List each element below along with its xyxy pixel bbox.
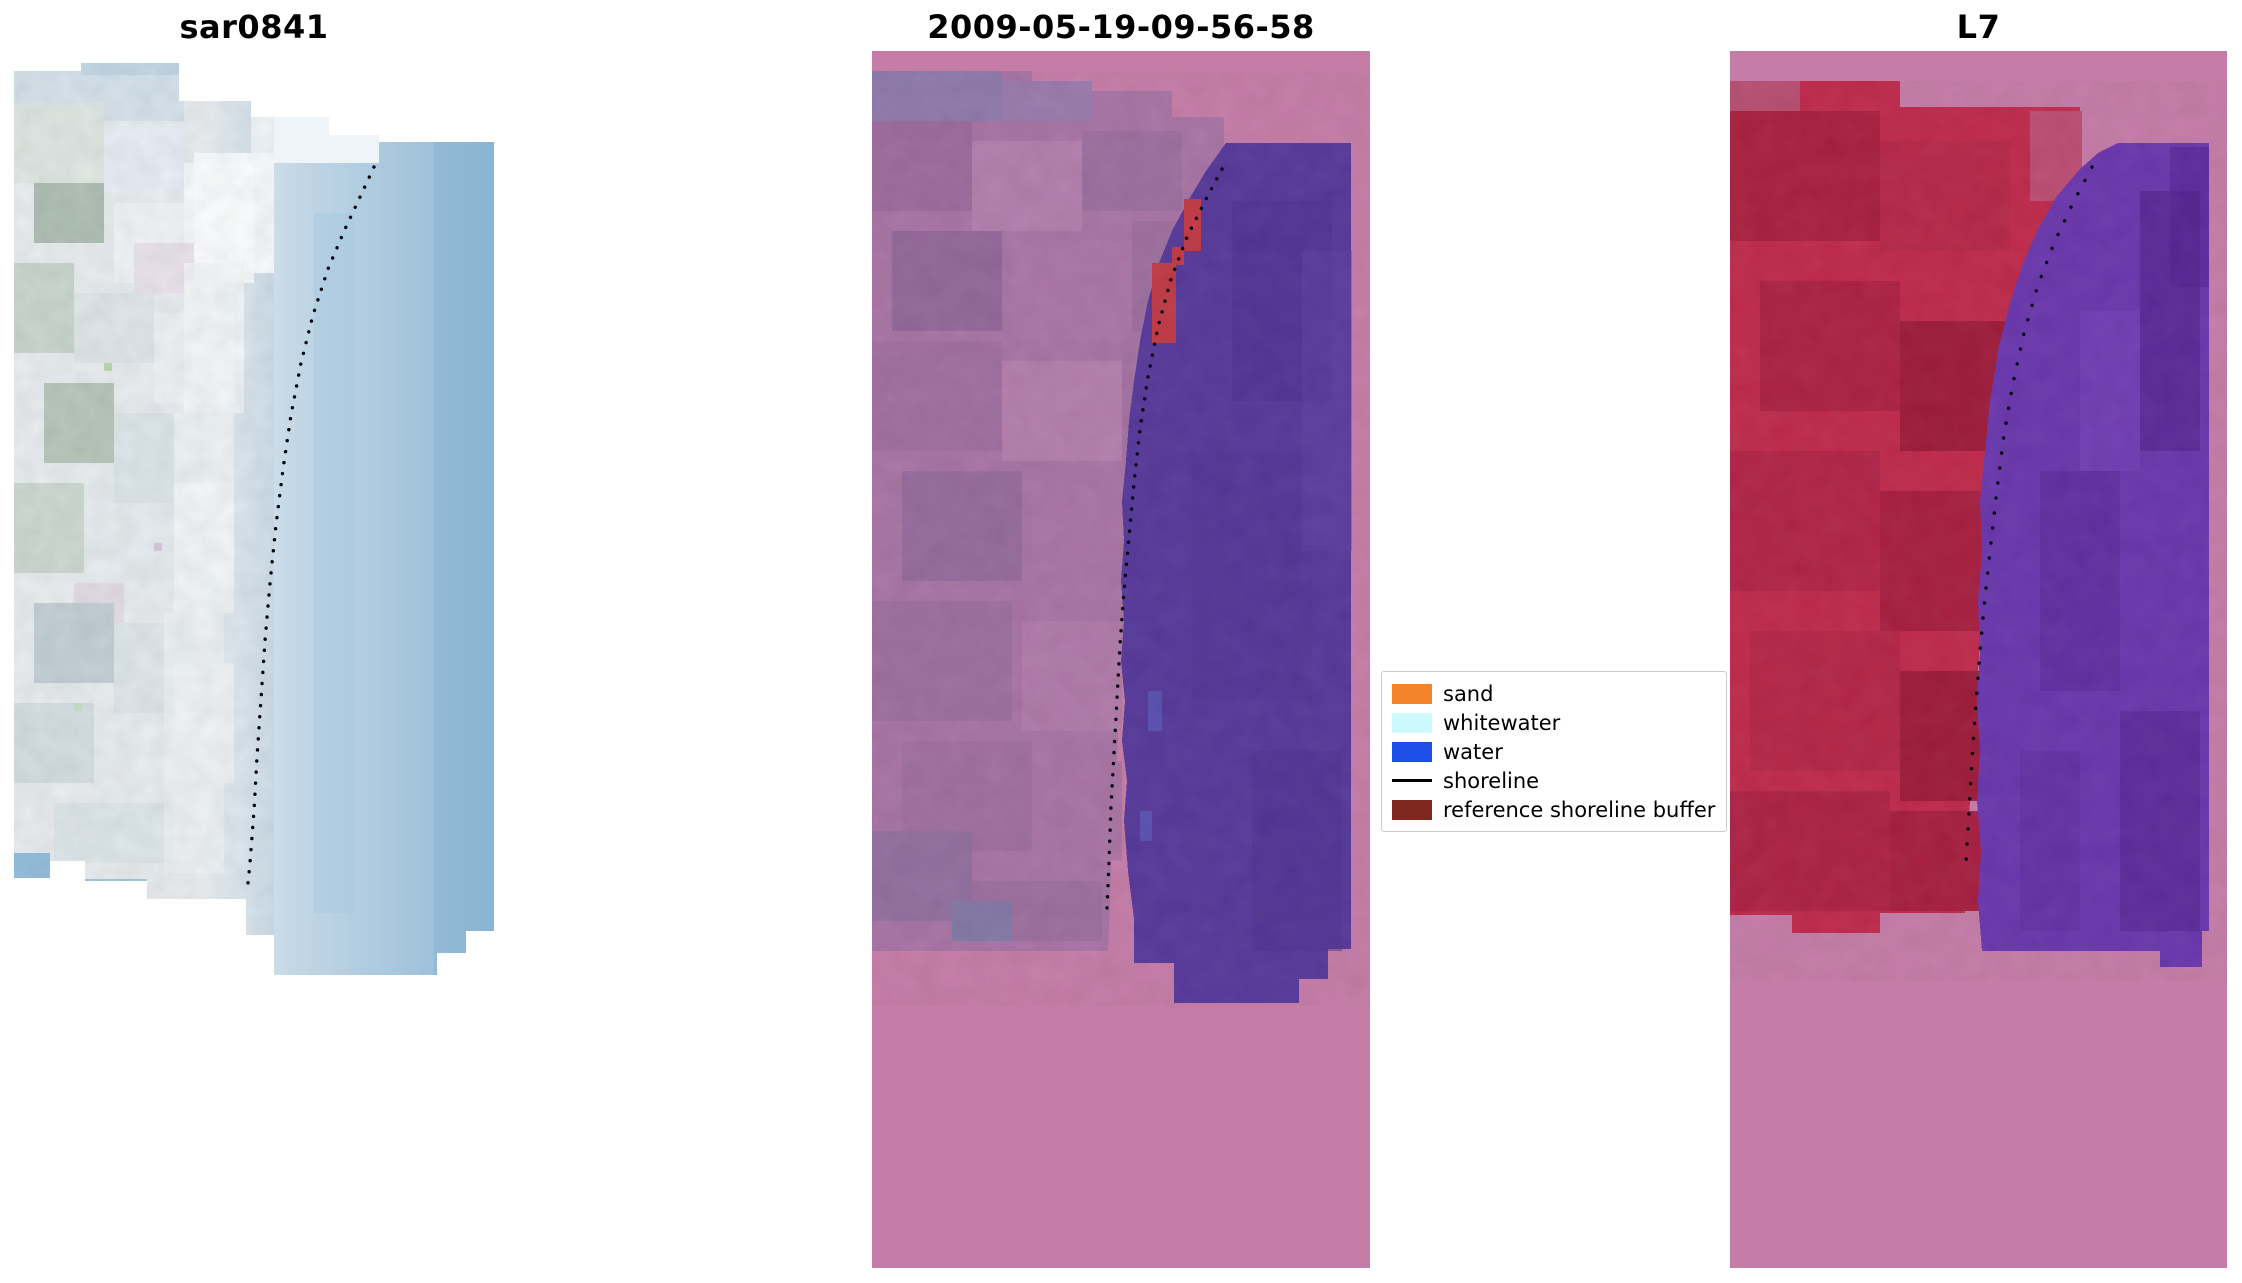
- legend-swatch-water: [1392, 741, 1432, 762]
- legend-label-water: water: [1443, 739, 1503, 764]
- sar0841-image: [14, 63, 494, 975]
- legend-label-sand: sand: [1443, 681, 1494, 706]
- legend-item-reference-shoreline-buffer: reference shoreline buffer: [1392, 795, 1716, 824]
- legend: sand whitewater water shoreline referenc…: [1381, 671, 1727, 832]
- legend-label-whitewater: whitewater: [1443, 710, 1561, 735]
- classified-image-2009-05-19: [872, 51, 1370, 1268]
- legend-swatch-shoreline-line: [1392, 779, 1432, 782]
- legend-label-shoreline: shoreline: [1443, 768, 1540, 793]
- panel-title-date: 2009-05-19-09-56-58: [927, 8, 1315, 46]
- legend-item-whitewater: whitewater: [1392, 708, 1716, 737]
- panel-title-sar0841: sar0841: [179, 8, 329, 46]
- l7-image: [1730, 51, 2227, 1268]
- sar-raster: [14, 63, 494, 975]
- legend-item-shoreline: shoreline: [1392, 766, 1716, 795]
- legend-swatch-sand: [1392, 683, 1432, 704]
- legend-item-sand: sand: [1392, 679, 1716, 708]
- panel-title-l7: L7: [1956, 8, 2001, 46]
- legend-swatch-whitewater: [1392, 712, 1432, 733]
- shoreline-dotted-line: [245, 165, 376, 895]
- legend-label-reference-shoreline-buffer: reference shoreline buffer: [1443, 797, 1716, 822]
- legend-item-water: water: [1392, 737, 1716, 766]
- legend-swatch-reference-shoreline-buffer: [1392, 799, 1432, 820]
- shoreline-dotted-line: [1105, 167, 1224, 911]
